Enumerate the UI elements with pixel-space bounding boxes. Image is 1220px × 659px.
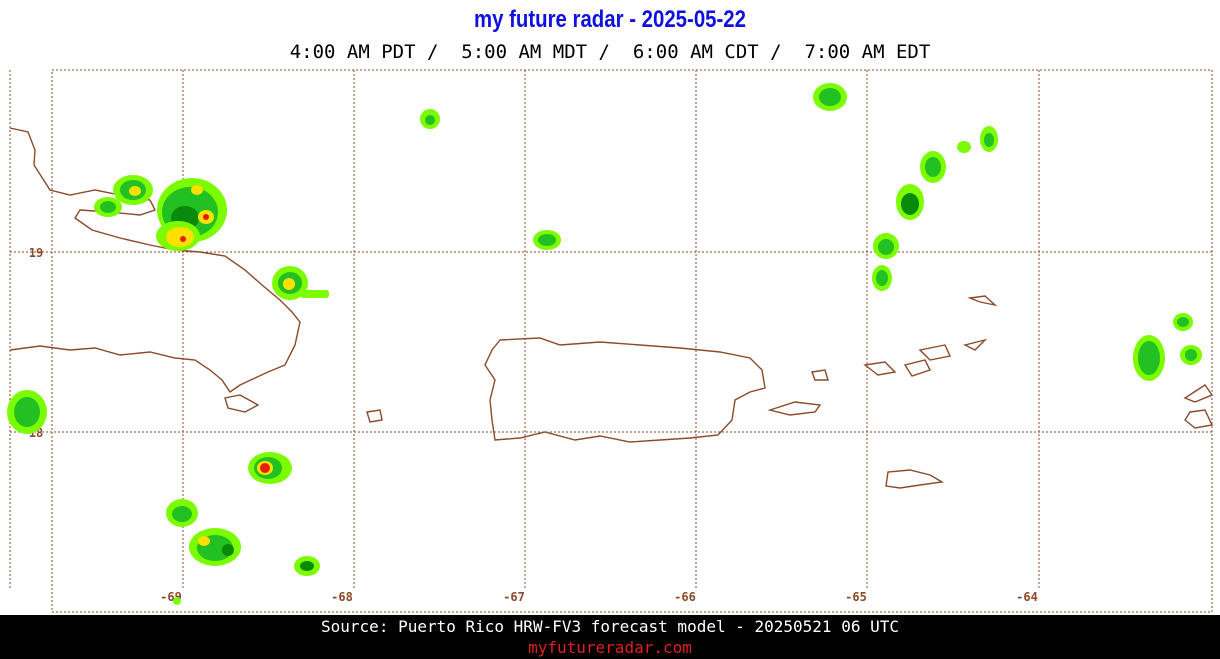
lat-label: 19 (29, 246, 43, 260)
lon-label: -64 (1016, 590, 1038, 604)
time-line: 4:00 AM PDT / 5:00 AM MDT / 6:00 AM CDT … (290, 41, 931, 63)
source-text: Source: Puerto Rico HRW-FV3 forecast mod… (321, 617, 899, 636)
radar-echoes (7, 83, 1202, 605)
lon-label: -65 (845, 590, 867, 604)
site-link[interactable]: myfutureradar.com (528, 638, 692, 657)
lon-label: -66 (674, 590, 696, 604)
footer-band (0, 615, 1220, 659)
grid (9, 69, 1213, 613)
lon-label: -68 (331, 590, 353, 604)
coastlines (9, 127, 1214, 489)
title: my future radar - 2025-05-22 (474, 5, 746, 32)
lon-label: -67 (503, 590, 525, 604)
